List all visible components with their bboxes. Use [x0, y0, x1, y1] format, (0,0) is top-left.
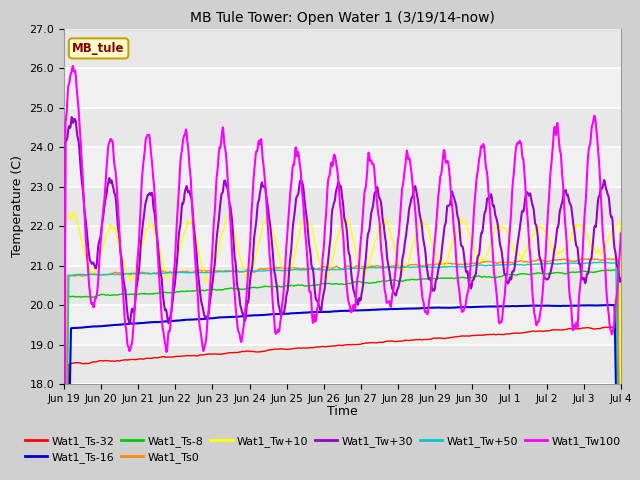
Text: MB_tule: MB_tule [72, 42, 125, 55]
Bar [64, 187, 621, 226]
Bar [64, 108, 621, 147]
Y-axis label: Temperature (C): Temperature (C) [11, 156, 24, 257]
Bar [64, 68, 621, 108]
Bar [64, 147, 621, 187]
Legend: Wat1_Ts-32, Wat1_Ts-16, Wat1_Ts-8, Wat1_Ts0, Wat1_Tw+10, Wat1_Tw+30, Wat1_Tw+50,: Wat1_Ts-32, Wat1_Ts-16, Wat1_Ts-8, Wat1_… [25, 436, 621, 463]
Bar [64, 345, 621, 384]
Bar [64, 265, 621, 305]
Bar [64, 226, 621, 265]
Bar [64, 29, 621, 68]
Title: MB Tule Tower: Open Water 1 (3/19/14-now): MB Tule Tower: Open Water 1 (3/19/14-now… [190, 11, 495, 25]
X-axis label: Time: Time [327, 405, 358, 418]
Bar [64, 305, 621, 345]
